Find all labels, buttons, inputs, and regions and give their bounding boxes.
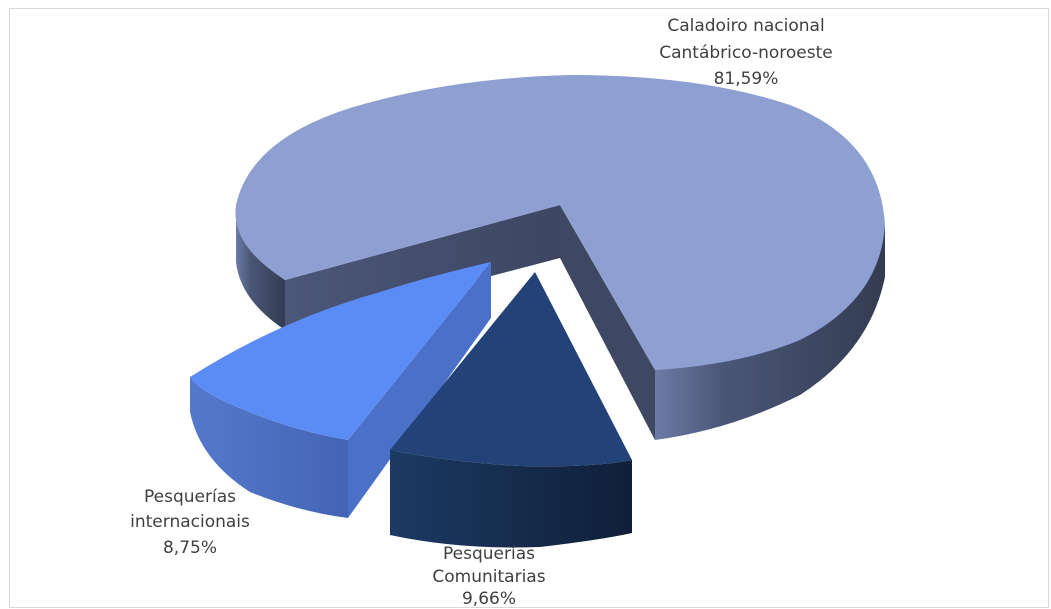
pie-slice-internacionais-side — [190, 377, 348, 518]
label-internacionais: Pesquerías internacionais 8,75% — [130, 487, 250, 558]
label-caladoiro-line1: Caladoiro nacional — [667, 16, 824, 36]
pie-slice-comunitarias-top — [390, 272, 632, 467]
pie-slice-comunitarias — [390, 272, 632, 548]
label-caladoiro: Caladoiro nacional Cantábrico-noroeste 8… — [659, 16, 832, 89]
pie-slice-internacionais — [190, 262, 491, 518]
pie-slice-caladoiro-side — [236, 210, 285, 330]
label-comunitarias-line2: Comunitarias — [432, 567, 545, 587]
pie-slice-caladoiro — [235, 75, 885, 440]
pie-slice-caladoiro-inner-wall-left — [285, 205, 560, 330]
label-comunitarias-line1: Pesquerías — [443, 544, 535, 564]
label-comunitarias-value: 9,66% — [462, 589, 516, 609]
pie-slice-internacionais-inner-side — [348, 262, 491, 518]
label-internacionais-line2: internacionais — [130, 512, 250, 532]
pie-slice-caladoiro-outer-side — [655, 225, 885, 440]
pie-slice-caladoiro-top — [235, 75, 885, 370]
pie-slice-internacionais-top — [190, 262, 491, 440]
label-comunitarias: Pesquerías Comunitarias 9,66% — [432, 544, 545, 609]
pie-slice-caladoiro-inner-wall-right — [560, 205, 655, 440]
label-internacionais-value: 8,75% — [163, 538, 217, 558]
label-internacionais-line1: Pesquerías — [144, 487, 236, 507]
label-caladoiro-value: 81,59% — [714, 69, 779, 89]
label-caladoiro-line2: Cantábrico-noroeste — [659, 43, 832, 63]
pie-slice-comunitarias-side — [390, 450, 632, 548]
